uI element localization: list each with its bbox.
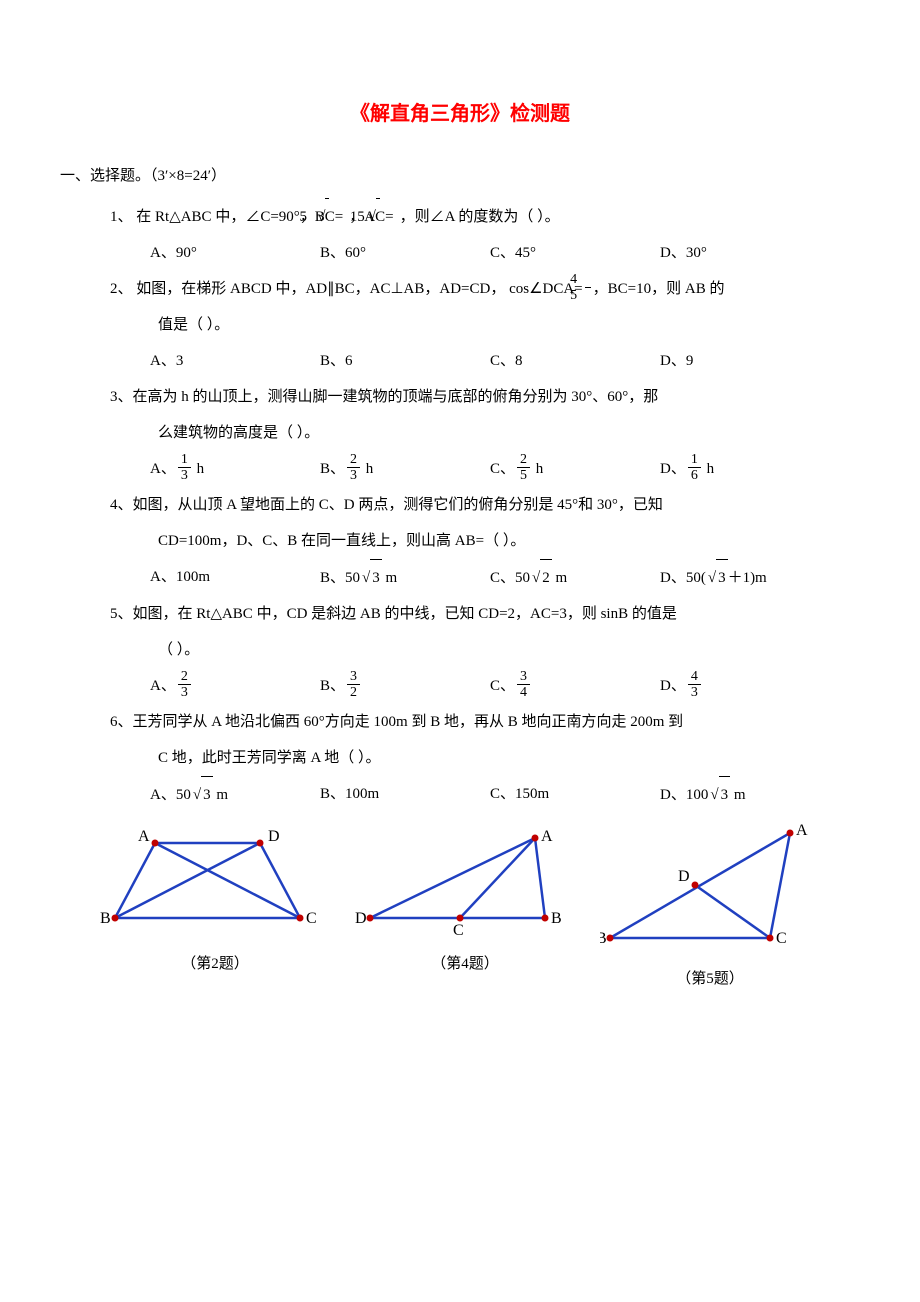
q3-num: 3、 [110,389,133,405]
triangle-diagram: A D B C [600,823,820,953]
q2-line2: 值是（ ）。 [130,307,860,343]
q2-pre: 如图，在梯形 ABCD 中，AD∥BC，AC⊥AB，AD=CD， cos∠DCA… [136,281,582,297]
question-3: 3、在高为 h 的山顶上，测得山脚一建筑物的顶端与底部的俯角分别为 30°、60… [110,379,860,415]
figures-row: A D B C （第2题） A D C B （第4题） A D B C （第5题） [100,823,820,990]
q2-A: A、3 [150,343,320,379]
q5-B: B、32 [320,668,490,704]
sqrt-15: 15 [394,198,400,235]
q6-C: C、150m [490,776,660,813]
q4-C: C、502 m [490,559,660,596]
svg-text:C: C [453,922,464,938]
svg-text:A: A [796,823,808,839]
q4-A: A、100m [150,559,320,596]
section-heading: 一、选择题。（3′×8=24′） [60,158,860,194]
q6-line2: C 地，此时王芳同学离 A 地（ ）。 [130,740,860,776]
q2-post: ，BC=10，则 AB 的 [593,281,725,297]
question-6: 6、王芳同学从 A 地沿北偏西 60°方向走 100m 到 B 地，再从 B 地… [110,704,860,740]
q6-num: 6、 [110,714,133,730]
mountain-diagram: A D C B [355,823,575,938]
q2-C: C、8 [490,343,660,379]
figure-q5-caption: （第5题） [600,969,820,990]
q5-num: 5、 [110,606,133,622]
q4-B: B、503 m [320,559,490,596]
q3-text: 在高为 h 的山顶上，测得山脚一建筑物的顶端与底部的俯角分别为 30°、60°，… [133,389,659,405]
question-1: 1、 在 Rt△ABC 中，∠C=90°，BC=5，AC=15，则∠A 的度数为… [110,198,860,235]
q5-D: D、43 [660,668,830,704]
q1-C: C、45° [490,235,660,271]
svg-text:B: B [600,930,607,947]
q3-line2: 么建筑物的高度是（ ）。 [130,415,860,451]
figure-q4: A D C B （第4题） [355,823,575,990]
svg-text:C: C [306,910,317,927]
q4-num: 4、 [110,497,133,513]
q3-D: D、16 h [660,451,830,487]
svg-text:B: B [551,910,562,927]
q2-choices: A、3 B、6 C、8 D、9 [150,343,860,379]
q5-C: C、34 [490,668,660,704]
q2-B: B、6 [320,343,490,379]
svg-text:D: D [355,910,367,927]
q1-post: ，则∠A 的度数为（ ）。 [400,209,560,225]
svg-text:D: D [678,868,690,885]
q4-line2: CD=100m，D、C、B 在同一直线上，则山高 AB=（ ）。 [130,523,860,559]
q6-text: 王芳同学从 A 地沿北偏西 60°方向走 100m 到 B 地，再从 B 地向正… [133,714,684,730]
svg-text:B: B [100,910,111,927]
figure-q4-caption: （第4题） [355,954,575,975]
q2-num: 2、 [110,281,133,297]
q3-C: C、25 h [490,451,660,487]
q3-B: B、23 h [320,451,490,487]
trapezoid-diagram: A D B C [100,823,330,938]
sqrt-5: 5 [343,198,349,235]
figure-q5: A D B C （第5题） [600,823,820,990]
svg-text:A: A [541,828,553,845]
q5-line2: （ ）。 [130,632,860,668]
q2-D: D、9 [660,343,830,379]
q1-B: B、60° [320,235,490,271]
q2-frac: 45 [585,272,591,304]
q6-B: B、100m [320,776,490,813]
question-2: 2、 如图，在梯形 ABCD 中，AD∥BC，AC⊥AB，AD=CD， cos∠… [110,271,860,307]
q6-A: A、503 m [150,776,320,813]
q4-choices: A、100m B、503 m C、502 m D、50(3＋1)m [150,559,860,596]
svg-text:A: A [138,828,150,845]
q5-A: A、23 [150,668,320,704]
q1-D: D、30° [660,235,830,271]
q6-choices: A、503 m B、100m C、150m D、1003 m [150,776,860,813]
q5-text: 如图，在 Rt△ABC 中，CD 是斜边 AB 的中线，已知 CD=2，AC=3… [133,606,677,622]
svg-text:D: D [268,828,280,845]
figure-q2-caption: （第2题） [100,954,330,975]
q3-A: A、13 h [150,451,320,487]
q6-D: D、1003 m [660,776,830,813]
q1-pre: 在 Rt△ABC 中，∠C=90°，BC= [136,209,343,225]
q5-choices: A、23 B、32 C、34 D、43 [150,668,860,704]
svg-text:C: C [776,930,787,947]
question-5: 5、如图，在 Rt△ABC 中，CD 是斜边 AB 的中线，已知 CD=2，AC… [110,596,860,632]
question-4: 4、如图，从山顶 A 望地面上的 C、D 两点，测得它们的俯角分别是 45°和 … [110,487,860,523]
q4-D: D、50(3＋1)m [660,559,830,596]
q1-choices: A、90° B、60° C、45° D、30° [150,235,860,271]
q4-text: 如图，从山顶 A 望地面上的 C、D 两点，测得它们的俯角分别是 45°和 30… [133,497,663,513]
figure-q2: A D B C （第2题） [100,823,330,990]
q1-num: 1、 [110,209,133,225]
page-title: 《解直角三角形》检测题 [60,90,860,138]
q3-choices: A、13 h B、23 h C、25 h D、16 h [150,451,860,487]
q1-A: A、90° [150,235,320,271]
